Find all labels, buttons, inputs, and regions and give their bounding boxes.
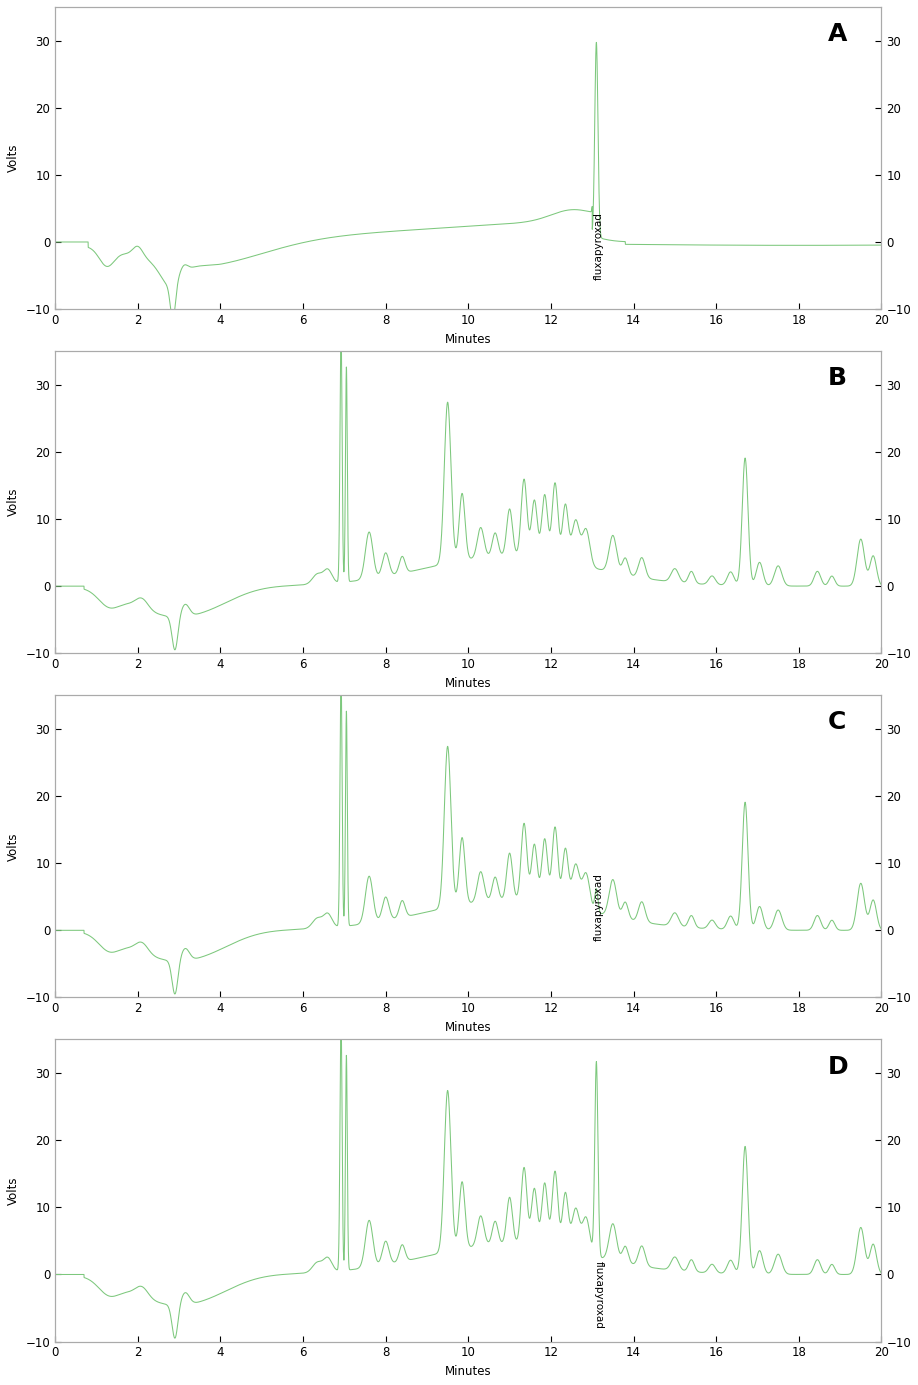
Y-axis label: Volts: Volts <box>7 1176 20 1205</box>
Y-axis label: Volts: Volts <box>7 144 20 172</box>
Text: fluxapyroxad: fluxapyroxad <box>593 1262 603 1330</box>
Y-axis label: Volts: Volts <box>7 488 20 517</box>
Text: B: B <box>828 366 846 391</box>
X-axis label: Minutes: Minutes <box>445 677 492 690</box>
X-axis label: Minutes: Minutes <box>445 1366 492 1378</box>
Text: C: C <box>828 711 846 734</box>
Y-axis label: Volts: Volts <box>7 832 20 860</box>
Text: A: A <box>828 22 847 46</box>
Text: D: D <box>828 1054 848 1079</box>
Text: fluxapyroxad: fluxapyroxad <box>593 873 603 942</box>
X-axis label: Minutes: Minutes <box>445 1021 492 1033</box>
X-axis label: Minutes: Minutes <box>445 332 492 345</box>
Text: fluxapyroxad: fluxapyroxad <box>593 212 603 280</box>
